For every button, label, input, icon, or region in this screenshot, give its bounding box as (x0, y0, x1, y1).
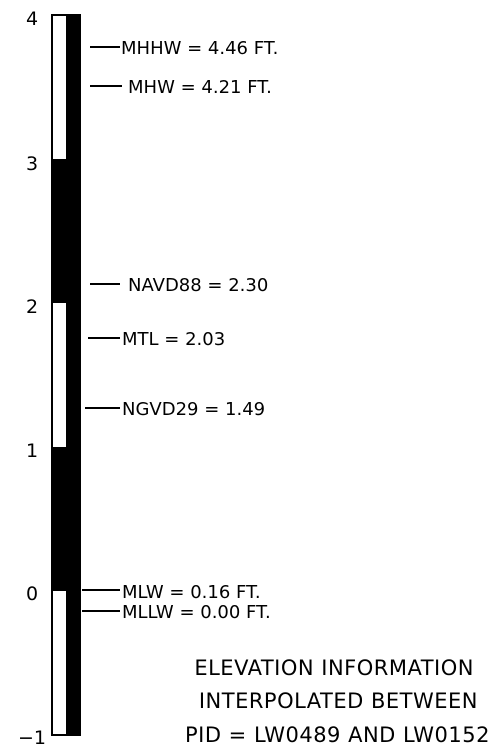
mlw-label: MLW = 0.16 FT. (122, 582, 261, 603)
datum-markers: MHHW = 4.46 FT. MHW = 4.21 FT. NAVD88 = … (82, 38, 278, 623)
note-line-1: ELEVATION INFORMATION (194, 656, 474, 680)
bar-outline (51, 14, 81, 736)
scale-tick-labels: 4 3 2 1 0 −1 (18, 8, 46, 749)
elevation-scale-bar (51, 14, 81, 736)
mhhw-label: MHHW = 4.46 FT. (121, 38, 278, 59)
bar-seg-left-2-3 (52, 159, 66, 303)
bar-seg-right-neg1-0 (66, 591, 80, 735)
bar-seg-right-1-2 (66, 303, 80, 447)
bar-seg-right-3-4 (66, 15, 80, 159)
note-line-2: INTERPOLATED BETWEEN (199, 689, 478, 713)
tick-label-0: 0 (26, 583, 38, 605)
bar-seg-left-0-1 (52, 447, 66, 591)
bar-seg-right-0-1 (66, 447, 80, 591)
navd88-label: NAVD88 = 2.30 (128, 275, 268, 296)
ngvd29-label: NGVD29 = 1.49 (122, 399, 265, 420)
bar-seg-right-2-3 (66, 159, 80, 303)
bar-seg-left-1-2 (52, 303, 66, 447)
tick-label-1: 1 (26, 440, 38, 462)
bar-seg-left-3-4 (52, 15, 66, 159)
mhw-label: MHW = 4.21 FT. (128, 77, 272, 98)
elevation-note: ELEVATION INFORMATION INTERPOLATED BETWE… (185, 656, 490, 747)
tick-label-neg1: −1 (18, 727, 46, 749)
tick-label-4: 4 (26, 8, 38, 30)
mllw-label: MLLW = 0.00 FT. (122, 602, 271, 623)
tick-label-2: 2 (26, 296, 38, 318)
mtl-label: MTL = 2.03 (122, 329, 225, 350)
note-line-3: PID = LW0489 AND LW0152 (185, 723, 490, 747)
tick-label-3: 3 (26, 153, 38, 175)
bar-seg-left-neg1-0 (52, 591, 66, 735)
